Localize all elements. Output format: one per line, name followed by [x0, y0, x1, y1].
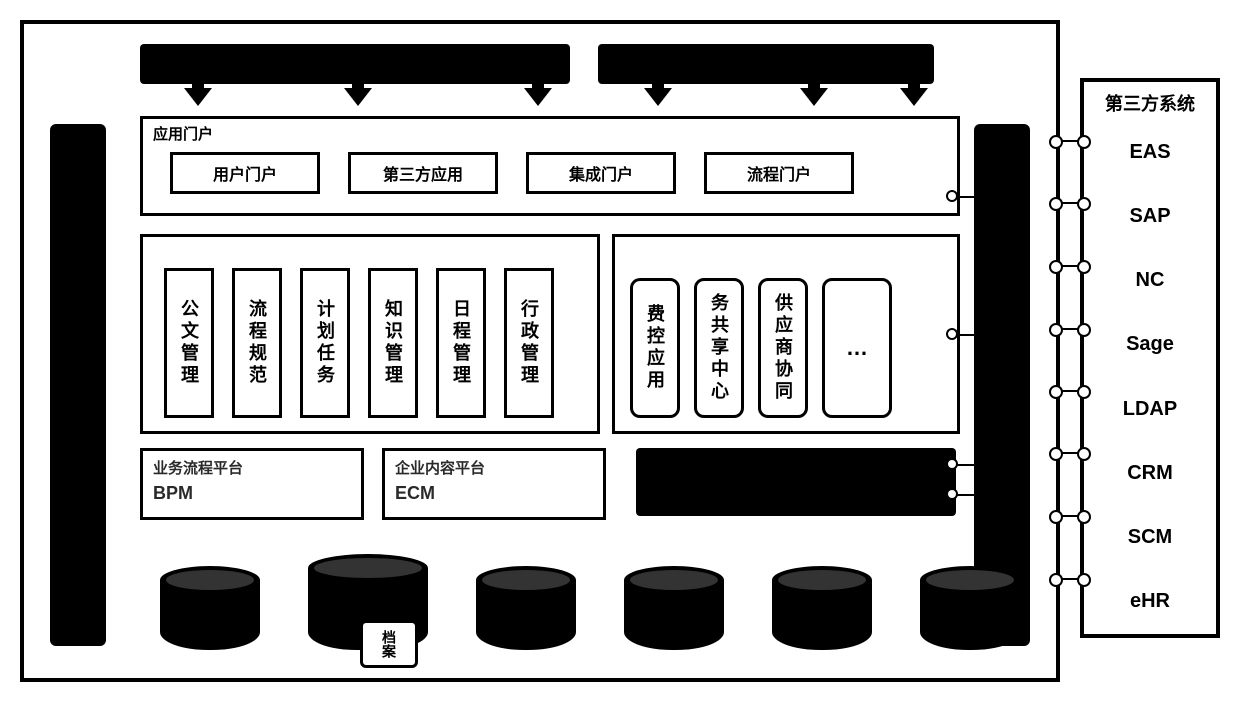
cylinder-badge: 档案	[360, 620, 418, 668]
arrow-down-icon	[344, 88, 372, 106]
side-item: Sage	[1084, 313, 1216, 377]
frame-connector	[1060, 578, 1080, 580]
cylinder-row: 档案	[160, 554, 1020, 650]
side-item-label: Sage	[1126, 333, 1174, 356]
arrow-down-icon	[524, 88, 552, 106]
app-card-label: 费控应用	[642, 304, 668, 392]
ellipsis-icon: …	[846, 335, 868, 361]
frame-connector	[1060, 265, 1080, 267]
side-item-label: EAS	[1129, 141, 1170, 164]
arrow-down-icon	[900, 88, 928, 106]
side-item-label: NC	[1136, 269, 1165, 292]
platform-title: 企业内容平台	[395, 457, 485, 478]
portal-btn: 集成门户	[526, 152, 676, 194]
platform-subtitle: ECM	[395, 483, 435, 504]
side-item: NC	[1084, 249, 1216, 313]
feature-block: 日程管理	[436, 268, 486, 418]
solid-dark-box	[636, 448, 956, 516]
portal-btn: 用户门户	[170, 152, 320, 194]
feature-block-label: 流程规范	[244, 299, 270, 387]
side-item: SAP	[1084, 184, 1216, 248]
platform-box-bpm: 业务流程平台 BPM	[140, 448, 364, 520]
feature-block: 计划任务	[300, 268, 350, 418]
feature-block-label: 公文管理	[176, 299, 202, 387]
db-cylinder-icon	[920, 566, 1020, 650]
frame-connector	[1060, 140, 1080, 142]
side-item-label: SAP	[1129, 205, 1170, 228]
connector-ring-icon	[946, 328, 958, 340]
side-item: SCM	[1084, 506, 1216, 570]
app-card-row: 费控应用 务共享中心 供应商协同 …	[630, 278, 892, 418]
db-cylinder-icon	[160, 566, 260, 650]
app-card-more: …	[822, 278, 892, 418]
inner-connector	[956, 334, 974, 336]
inner-connector	[956, 196, 974, 198]
portal-btn: 流程门户	[704, 152, 854, 194]
frame-connector	[1060, 390, 1080, 392]
arrow-down-icon	[644, 88, 672, 106]
inner-connector	[956, 464, 974, 466]
side-item-label: CRM	[1127, 462, 1173, 485]
portal-btn: 第三方应用	[348, 152, 498, 194]
feature-block-label: 日程管理	[448, 299, 474, 387]
side-item-label: LDAP	[1123, 398, 1177, 421]
side-item: eHR	[1084, 570, 1216, 634]
frame-connector	[1060, 515, 1080, 517]
inner-connector	[956, 494, 974, 496]
top-bar-right	[598, 44, 934, 84]
arrow-down-icon	[800, 88, 828, 106]
feature-block-row: 公文管理 流程规范 计划任务 知识管理 日程管理 行政管理	[164, 268, 554, 418]
arrow-down-icon	[184, 88, 212, 106]
portal-btn-label: 流程门户	[747, 161, 811, 185]
feature-block: 知识管理	[368, 268, 418, 418]
frame-connector	[1060, 328, 1080, 330]
side-item: CRM	[1084, 441, 1216, 505]
platform-box-ecm: 企业内容平台 ECM	[382, 448, 606, 520]
app-card-label: 供应商协同	[770, 293, 796, 403]
frame-connector	[1060, 452, 1080, 454]
portal-btn-label: 第三方应用	[383, 161, 463, 185]
cylinder-badge-label: 档案	[379, 630, 399, 658]
feature-block: 流程规范	[232, 268, 282, 418]
db-cylinder-icon	[772, 566, 872, 650]
side-item: LDAP	[1084, 377, 1216, 441]
main-frame: 应用门户 用户门户 第三方应用 集成门户 流程门户 公文管理 流程规范 计划任务…	[20, 20, 1060, 682]
connector-ring-icon	[946, 488, 958, 500]
portal-btn-label: 用户门户	[213, 161, 277, 185]
side-item-label: SCM	[1128, 526, 1172, 549]
app-card-label: 务共享中心	[706, 293, 732, 403]
feature-block: 公文管理	[164, 268, 214, 418]
portal-row: 用户门户 第三方应用 集成门户 流程门户	[170, 152, 854, 194]
db-cylinder-icon	[476, 566, 576, 650]
portal-btn-label: 集成门户	[569, 161, 633, 185]
side-item-label: eHR	[1130, 590, 1170, 613]
app-card: 务共享中心	[694, 278, 744, 418]
side-item: EAS	[1084, 120, 1216, 184]
diagram-canvas: 应用门户 用户门户 第三方应用 集成门户 流程门户 公文管理 流程规范 计划任务…	[20, 20, 1220, 682]
feature-block-label: 计划任务	[312, 299, 338, 387]
db-cylinder-icon: 档案	[308, 554, 428, 650]
platform-subtitle: BPM	[153, 483, 193, 504]
app-card: 供应商协同	[758, 278, 808, 418]
connector-ring-icon	[946, 458, 958, 470]
feature-block-label: 知识管理	[380, 299, 406, 387]
connector-ring-icon	[946, 190, 958, 202]
feature-block-label: 行政管理	[516, 299, 542, 387]
feature-block: 行政管理	[504, 268, 554, 418]
db-cylinder-icon	[624, 566, 724, 650]
left-pillar	[50, 124, 106, 646]
platform-title: 业务流程平台	[153, 457, 243, 478]
side-frame: 第三方系统 EAS SAP NC Sage LDAP CRM SCM eHR	[1080, 78, 1220, 638]
frame-connector	[1060, 202, 1080, 204]
portal-panel-label: 应用门户	[153, 123, 213, 144]
app-card: 费控应用	[630, 278, 680, 418]
side-panel-title: 第三方系统	[1084, 82, 1216, 120]
